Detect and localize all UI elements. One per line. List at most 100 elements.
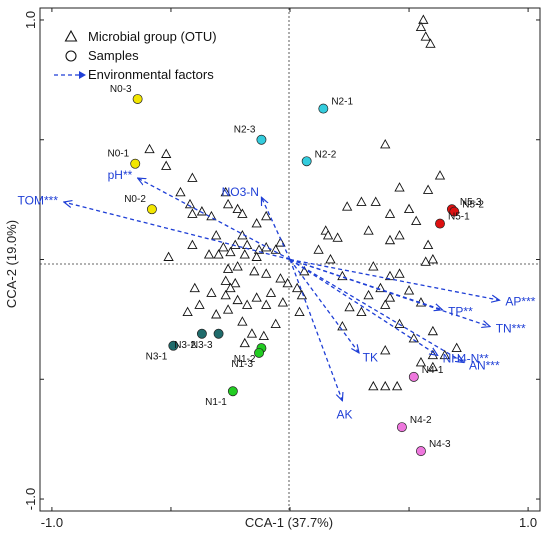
otu-point <box>380 380 391 391</box>
sample-label: N0-1 <box>108 149 130 160</box>
otu-point <box>232 261 243 271</box>
env-factor-label: NH4-N** <box>443 352 489 366</box>
otu-point <box>251 292 262 302</box>
sample-point <box>408 371 419 382</box>
otu-point <box>322 230 334 240</box>
otu-point <box>394 182 405 192</box>
otu-point <box>418 14 429 24</box>
legend-label-otu: Microbial group (OTU) <box>88 29 217 44</box>
otu-point <box>196 206 208 216</box>
otu-point <box>394 230 405 240</box>
env-factor-label: TP** <box>448 305 473 319</box>
otu-point <box>275 273 286 283</box>
otu-point <box>211 309 222 319</box>
sample-point <box>132 94 143 104</box>
env-factor-label: pH** <box>108 168 133 182</box>
legend-circle-icon <box>65 50 77 62</box>
env-arrow <box>289 258 490 327</box>
otu-point <box>187 239 198 249</box>
otu-point <box>249 265 260 276</box>
y-tick-label: -1.0 <box>23 488 38 510</box>
otu-point <box>411 215 422 226</box>
legend-label-env: Environmental factors <box>88 67 214 82</box>
legend-triangle-icon <box>64 29 78 42</box>
legend: Microbial group (OTU) Samples Environmen… <box>54 29 217 82</box>
env-factor-label: TN*** <box>496 321 526 335</box>
otu-point <box>211 230 222 240</box>
otu-point <box>163 251 174 261</box>
legend-label-samples: Samples <box>88 48 139 63</box>
otu-point <box>434 170 446 180</box>
env-arrow <box>289 258 500 301</box>
sample-point <box>416 446 426 457</box>
otu-point <box>241 299 253 309</box>
env-arrow <box>289 258 438 356</box>
sample-label: N5-3 <box>460 197 482 208</box>
otu-point <box>427 361 439 372</box>
env-factor-label: TOM*** <box>18 194 59 208</box>
sample-label: N4-2 <box>410 415 432 426</box>
sample-point <box>196 328 207 339</box>
otu-point <box>261 268 272 278</box>
frame-ticks <box>40 8 540 511</box>
otu-point <box>246 328 258 338</box>
otu-point <box>384 270 396 281</box>
otu-point <box>239 249 250 259</box>
sample-label: N1-3 <box>231 359 253 370</box>
x-tick-label: -1.0 <box>41 515 63 530</box>
env-arrow <box>138 178 291 261</box>
otu-point <box>299 265 310 276</box>
otu-point <box>232 294 243 305</box>
otu-point <box>370 196 381 206</box>
otu-point <box>189 282 200 293</box>
sample-label: N0-3 <box>110 84 132 95</box>
y-tick-label: 1.0 <box>23 11 38 29</box>
env-arrow <box>261 197 291 260</box>
otu-point <box>182 306 193 317</box>
otu-point <box>344 301 355 312</box>
otu-point <box>415 21 427 32</box>
x-tick-label: 1.0 <box>519 515 537 530</box>
sample-label: N1-1 <box>205 397 227 408</box>
otu-point <box>363 225 374 235</box>
otu-point <box>368 261 379 271</box>
otu-point <box>222 198 234 209</box>
sample-label: N2-1 <box>331 97 353 108</box>
sample-label: N2-2 <box>315 149 337 160</box>
sample-label: N4-1 <box>422 365 444 376</box>
otu-point <box>230 277 241 288</box>
otu-point <box>291 282 303 293</box>
otu-point <box>175 186 186 197</box>
otu-point <box>237 208 248 218</box>
otu-point <box>261 210 272 221</box>
sample-label: N0-2 <box>124 194 146 205</box>
otu-point <box>363 289 374 300</box>
otu-point <box>270 318 281 329</box>
otu-point <box>206 287 217 297</box>
otu-point <box>222 304 234 314</box>
otu-point <box>270 244 281 254</box>
otu-point <box>222 263 234 273</box>
otu-point <box>220 186 231 197</box>
otu-point <box>380 299 391 309</box>
otu-point <box>341 201 353 211</box>
otu-point <box>265 287 277 297</box>
otu-point <box>356 306 367 317</box>
otu-point <box>368 380 379 391</box>
otu-point <box>384 234 396 245</box>
otu-point <box>420 31 431 41</box>
env-arrow <box>289 258 464 363</box>
env-factor-label: AN*** <box>469 359 500 373</box>
otu-point <box>294 306 305 317</box>
env-arrow <box>289 259 359 353</box>
otu-point <box>203 249 215 259</box>
sample-label: N2-3 <box>234 125 256 136</box>
environmental-arrows <box>64 178 500 401</box>
sample-point <box>256 134 267 145</box>
otu-point <box>427 253 439 264</box>
otu-point <box>296 289 308 300</box>
sample-point <box>254 347 264 358</box>
point-labels: TOM*** pH** NO3-N TK NH4-N**AN*** TP** AP*** TN… <box>18 84 536 450</box>
sample-point <box>130 158 141 169</box>
otu-point <box>225 282 236 293</box>
